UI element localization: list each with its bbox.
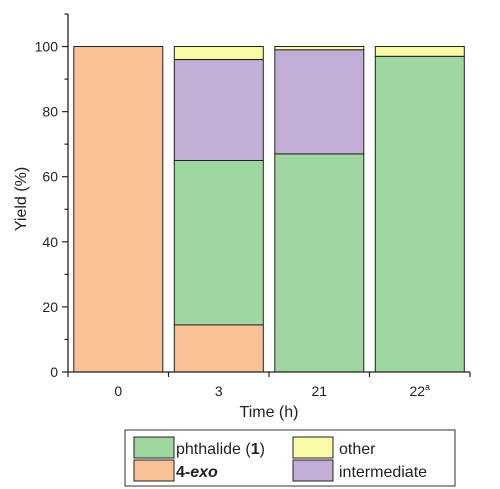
x-axis-title: Time (h) <box>240 404 299 421</box>
bar-4-exo-t3 <box>173 324 264 373</box>
x-tick-label-21: 21 <box>311 383 327 399</box>
y-tick-label-20: 20 <box>42 299 58 315</box>
y-ticks: 0 20 40 60 80 100 <box>35 13 68 380</box>
bars-layer <box>73 46 465 373</box>
x-tick-label-0: 0 <box>114 383 122 399</box>
bar-other-t22 <box>374 46 465 57</box>
legend-swatch-4-exo <box>133 459 175 482</box>
bar-phthalide-1-t22 <box>374 55 465 373</box>
y-tick-label-40: 40 <box>42 234 58 250</box>
y-tick-label-80: 80 <box>42 104 58 120</box>
y-tick-label-100: 100 <box>35 39 59 55</box>
x-tick-superscript: a <box>425 382 430 392</box>
legend-swatch-other <box>292 436 334 459</box>
legend-label-intermediate: intermediate <box>339 464 427 481</box>
legend: phthalide (1) other 4-exo intermediate <box>124 429 456 487</box>
legend-label-4-exo: 4-exo <box>176 464 218 481</box>
bar-intermediate-t3 <box>173 59 264 161</box>
y-tick-label-0: 0 <box>50 364 58 380</box>
legend-swatch-phthalide-1 <box>133 436 175 459</box>
legend-swatch-intermediate <box>292 459 334 482</box>
legend-label-other: other <box>339 441 376 458</box>
bar-other-t21 <box>274 46 365 51</box>
bar-4-exo-t0 <box>73 46 164 373</box>
bar-phthalide-1-t3 <box>173 160 264 326</box>
x-tick-label-22: 22a <box>409 382 430 399</box>
bar-phthalide-1-t21 <box>274 153 365 373</box>
y-axis-title: Yield (%) <box>13 167 30 231</box>
x-ticks: 0 3 21 22a <box>67 372 471 399</box>
y-tick-label-60: 60 <box>42 169 58 185</box>
legend-label-phthalide-1: phthalide (1) <box>176 441 265 458</box>
legend-frame <box>124 429 456 487</box>
bar-other-t3 <box>173 46 264 60</box>
x-tick-label-3: 3 <box>215 383 223 399</box>
bar-intermediate-t21 <box>274 49 365 155</box>
